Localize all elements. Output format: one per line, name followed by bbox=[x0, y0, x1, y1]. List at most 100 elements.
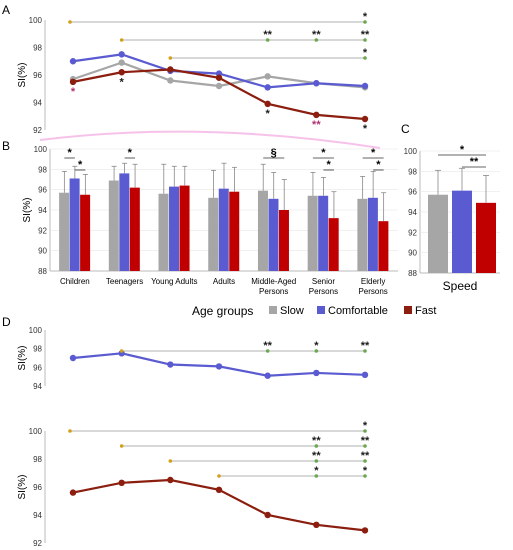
significance-star: ** bbox=[470, 156, 479, 168]
y-axis-title: SI(%) bbox=[17, 346, 28, 371]
significance-star: * bbox=[363, 420, 368, 432]
bar-comfortable bbox=[268, 198, 279, 271]
data-point-comfortable bbox=[264, 84, 271, 91]
data-point-fast bbox=[264, 511, 271, 519]
data-point-comfortable bbox=[313, 369, 320, 377]
bracket-end-dot bbox=[265, 38, 270, 42]
significance-star: * bbox=[363, 11, 368, 23]
significance-star: * bbox=[363, 465, 368, 477]
legend-label-fast: Fast bbox=[415, 305, 436, 317]
y-axis-title: SI(%) bbox=[17, 63, 28, 88]
bar-slow bbox=[208, 197, 219, 271]
data-point-fast bbox=[215, 74, 223, 81]
x-tick-label: Teenagers bbox=[106, 277, 143, 286]
y-tick-label: 100 bbox=[29, 16, 43, 25]
y-tick-label: 90 bbox=[38, 247, 47, 256]
y-axis-title: SI(%) bbox=[17, 475, 28, 500]
bar-slow bbox=[59, 192, 70, 271]
bar-comfortable bbox=[367, 197, 378, 271]
y-tick-label: 100 bbox=[29, 427, 43, 436]
data-point-fast bbox=[118, 69, 125, 76]
y-tick-label: 92 bbox=[33, 126, 42, 135]
point-star: * bbox=[71, 86, 76, 98]
significance-star: ** bbox=[361, 29, 370, 41]
legend-swatch-slow bbox=[269, 306, 277, 314]
data-point-comfortable bbox=[69, 354, 77, 362]
y-tick-label: 96 bbox=[33, 483, 42, 492]
bracket-start-dot bbox=[119, 444, 124, 448]
x-tick-label: Adults bbox=[213, 277, 235, 286]
bracket-start-dot bbox=[68, 20, 72, 24]
bracket-start-dot bbox=[68, 429, 72, 433]
y-tick-label: 96 bbox=[33, 71, 42, 80]
point-star: * bbox=[120, 76, 125, 88]
data-point-fast bbox=[313, 521, 320, 528]
y-tick-label: 88 bbox=[408, 269, 417, 278]
bar-comfortable bbox=[169, 186, 180, 271]
legend-title: Age groups bbox=[192, 304, 253, 318]
significance-star: * bbox=[78, 159, 83, 171]
x-tick-label: Middle-Aged Persons bbox=[251, 277, 296, 296]
bar-fast bbox=[476, 202, 496, 273]
bracket-end-dot bbox=[363, 38, 367, 42]
legend-label-slow: Slow bbox=[280, 305, 304, 317]
data-point-fast bbox=[264, 100, 271, 108]
y-tick-label: 98 bbox=[33, 455, 42, 464]
y-tick-label: 100 bbox=[29, 326, 43, 335]
data-point-fast bbox=[69, 489, 77, 496]
bracket-end-dot bbox=[314, 38, 319, 42]
significance-star: ** bbox=[312, 435, 321, 447]
data-point-comfortable bbox=[215, 363, 223, 370]
significance-star: ** bbox=[263, 29, 272, 41]
significance-star: * bbox=[67, 147, 72, 159]
y-tick-label: 92 bbox=[408, 228, 417, 237]
data-point-comfortable bbox=[118, 51, 125, 58]
y-tick-label: 90 bbox=[408, 249, 417, 258]
y-tick-label: 98 bbox=[408, 167, 417, 176]
significance-star: ** bbox=[361, 435, 370, 447]
significance-star: * bbox=[371, 147, 376, 159]
data-point-comfortable bbox=[69, 58, 77, 65]
y-tick-label: 100 bbox=[404, 147, 418, 156]
significance-star: ** bbox=[361, 450, 370, 462]
bracket-start-dot bbox=[119, 38, 124, 42]
bar-slow bbox=[257, 190, 268, 271]
y-axis-title: SI(%) bbox=[22, 198, 33, 223]
bar-slow bbox=[108, 180, 119, 271]
bracket-start-dot bbox=[168, 459, 173, 463]
y-tick-label: 100 bbox=[34, 145, 48, 154]
data-point-fast bbox=[215, 486, 223, 493]
bar-fast bbox=[229, 191, 240, 271]
bracket-end-dot bbox=[363, 56, 367, 60]
data-point-fast bbox=[167, 476, 174, 484]
bar-comfortable bbox=[69, 178, 80, 271]
data-point-fast bbox=[118, 479, 125, 486]
significance-star: § bbox=[271, 147, 277, 159]
significance-star: * bbox=[314, 465, 319, 477]
data-point-comfortable bbox=[361, 371, 369, 378]
y-tick-label: 98 bbox=[33, 345, 42, 354]
significance-star: * bbox=[376, 159, 381, 171]
y-tick-label: 94 bbox=[33, 382, 42, 391]
point-star: ** bbox=[312, 119, 321, 131]
x-tick-label: Elderly Persons bbox=[358, 277, 387, 296]
bar-comfortable bbox=[452, 190, 472, 273]
data-point-slow bbox=[118, 59, 125, 66]
bracket-end-dot bbox=[314, 474, 319, 478]
significance-star: * bbox=[327, 159, 332, 171]
significance-star: * bbox=[321, 147, 326, 159]
bar-fast bbox=[328, 218, 339, 271]
panel-label-b: B bbox=[2, 139, 10, 153]
bracket-end-dot bbox=[314, 349, 319, 353]
y-tick-label: 88 bbox=[38, 267, 47, 276]
y-tick-label: 96 bbox=[408, 188, 417, 197]
legend-swatch-fast bbox=[404, 306, 412, 314]
bar-fast bbox=[80, 194, 91, 271]
point-star: * bbox=[266, 108, 271, 120]
significance-star: ** bbox=[312, 29, 321, 41]
data-point-comfortable bbox=[167, 361, 174, 368]
x-axis-title: Speed bbox=[443, 279, 478, 293]
panel-label-a: A bbox=[2, 3, 10, 17]
